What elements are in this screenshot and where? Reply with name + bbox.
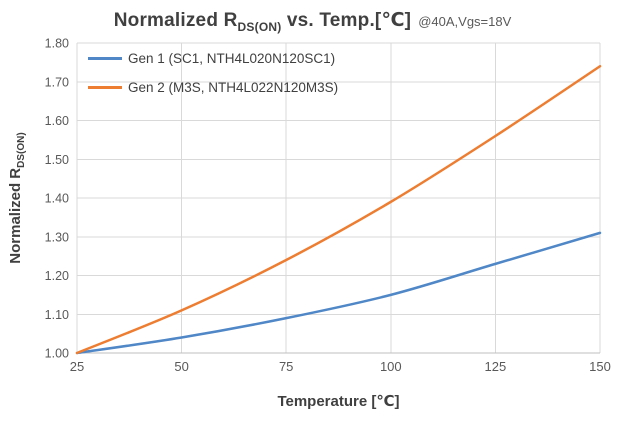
x-tick-label: 75 <box>279 359 293 374</box>
x-tick-label: 150 <box>589 359 611 374</box>
gen1-line-swatch <box>88 57 122 60</box>
series-line-1 <box>75 231 602 355</box>
x-tick-label: 100 <box>380 359 402 374</box>
series-line-2 <box>75 65 602 355</box>
legend-label-gen1: Gen 1 (SC1, NTH4L020N120SC1) <box>128 51 336 66</box>
legend: Gen 1 (SC1, NTH4L020N120SC1) Gen 2 (M3S,… <box>88 48 338 98</box>
chart-title-text: Normalized RDS(ON) vs. Temp.[℃] <box>113 10 412 34</box>
y-tick-label: 1.70 <box>45 75 69 89</box>
legend-item-gen2: Gen 2 (M3S, NTH4L022N120M3S) <box>88 77 338 98</box>
gen2-line-swatch <box>88 86 122 89</box>
x-tick-label: 125 <box>485 359 507 374</box>
y-tick-label: 1.30 <box>45 230 69 244</box>
y-tick-label: 1.50 <box>45 153 69 167</box>
y-tick-label: 1.20 <box>45 269 69 283</box>
y-tick-label: 1.80 <box>45 37 69 51</box>
chart-title-subscript: DS(ON) <box>237 19 282 34</box>
legend-item-gen1: Gen 1 (SC1, NTH4L020N120SC1) <box>88 48 338 69</box>
y-tick-label: 1.60 <box>45 114 69 128</box>
x-axis-title: Temperature [℃] <box>277 393 400 410</box>
y-tick-label: 1.40 <box>45 192 69 206</box>
y-tick-label: 1.00 <box>45 347 69 361</box>
x-tick-label: 50 <box>174 359 188 374</box>
chart-title-prefix: Normalized R <box>113 10 238 31</box>
chart-title-conditions: @40A,Vgs=18V <box>418 14 512 29</box>
legend-label-gen2: Gen 2 (M3S, NTH4L022N120M3S) <box>128 80 339 95</box>
chart-title: Normalized RDS(ON) vs. Temp.[℃] @40A,Vgs=… <box>0 9 625 34</box>
y-tick-label: 1.10 <box>45 308 69 322</box>
x-tick-label: 25 <box>70 359 84 374</box>
chart-title-rest: vs. Temp.[℃] <box>281 10 412 31</box>
